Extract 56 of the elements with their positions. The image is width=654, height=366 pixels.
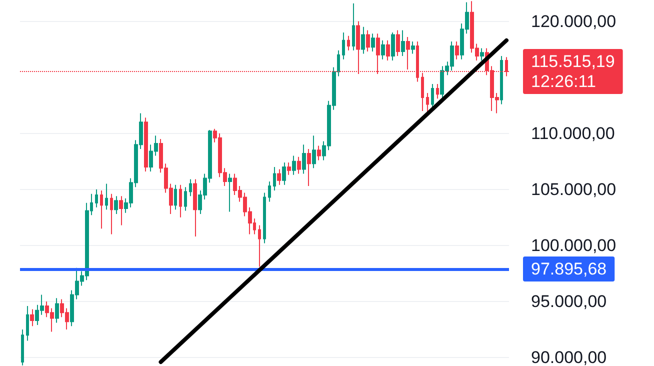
candlestick (292, 155, 296, 176)
candlestick (228, 173, 232, 212)
ref-line-label: 97.895,68 (531, 260, 607, 279)
candlestick (381, 40, 385, 60)
candlestick (317, 145, 321, 161)
candlestick (100, 190, 103, 230)
candlestick (110, 193, 113, 235)
candlestick (386, 40, 390, 62)
candlestick (371, 33, 375, 52)
candlestick (184, 186, 187, 212)
candlestick (119, 196, 123, 226)
candlestick (95, 188, 98, 208)
candlestick (193, 178, 197, 237)
candlestick (297, 156, 301, 174)
candlestick (347, 35, 350, 51)
candlestick (307, 148, 311, 187)
y-tick-label: 100.000,00 (531, 236, 616, 255)
candlestick (258, 224, 261, 268)
candlestick (277, 168, 281, 186)
candlestick (26, 305, 29, 342)
candlestick (179, 184, 182, 218)
candlestick (455, 40, 459, 60)
y-tick-label: 95.000,00 (531, 292, 607, 311)
candlestick (406, 36, 410, 70)
candlestick (273, 166, 276, 192)
ref-line-label: 115.515,19 12:26:11 (531, 52, 615, 92)
candlestick (263, 192, 266, 244)
candlestick (30, 308, 34, 327)
candlestick (480, 48, 484, 62)
y-tick-label: 105.000,00 (531, 180, 616, 199)
candlestick (342, 32, 345, 60)
candlestick (55, 298, 59, 324)
candlestick (105, 183, 108, 210)
candlestick (144, 117, 148, 172)
candlestick (352, 2, 355, 51)
candlestick (411, 40, 415, 54)
candlestick (396, 30, 400, 57)
candlestick (268, 181, 271, 202)
candlestick (114, 196, 118, 215)
y-tick-label: 120.000,00 (531, 12, 616, 31)
candlestick (431, 84, 434, 110)
candlestick (302, 144, 306, 174)
candlestick (401, 30, 405, 57)
candlestick (21, 328, 24, 366)
candlestick (391, 32, 395, 62)
candlestick (287, 162, 291, 176)
y-tick-label: 110.000,00 (531, 124, 615, 143)
candlestick (174, 184, 177, 210)
y-tick-label: 90.000,00 (531, 348, 607, 366)
candlestick (366, 30, 370, 52)
candlestick (361, 26, 365, 54)
candlestick (500, 56, 503, 105)
candlestick (189, 178, 192, 197)
candlestick (312, 135, 316, 169)
candlestick (282, 162, 286, 186)
candlestick (436, 84, 439, 100)
